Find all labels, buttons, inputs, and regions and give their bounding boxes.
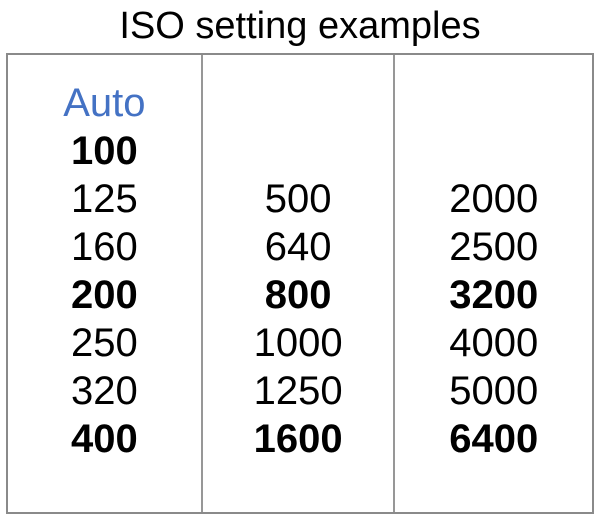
iso-value-6400: 6400	[449, 417, 539, 461]
empty-cell	[298, 79, 299, 127]
iso-value-320: 320	[70, 369, 138, 413]
iso-value-4000: 4000	[449, 321, 539, 365]
iso-value-500: 500	[264, 177, 332, 221]
page-title: ISO setting examples	[119, 4, 481, 47]
iso-value-800: 800	[264, 273, 332, 317]
iso-value-1600: 1600	[253, 417, 343, 461]
iso-column-low: Auto 100 125 160 200 250 320 400	[8, 55, 201, 512]
iso-value-5000: 5000	[449, 369, 539, 413]
iso-value-1000: 1000	[253, 321, 343, 365]
iso-value-2000: 2000	[449, 177, 539, 221]
empty-cell	[493, 127, 494, 175]
empty-cell	[493, 79, 494, 127]
iso-column-high: 2000 2500 3200 4000 5000 6400	[393, 55, 592, 512]
iso-value-auto: Auto	[63, 81, 146, 125]
iso-value-3200: 3200	[449, 273, 539, 317]
iso-value-125: 125	[70, 177, 138, 221]
iso-table: Auto 100 125 160 200 250 320 400 500 640…	[6, 53, 594, 514]
iso-value-400: 400	[70, 417, 138, 461]
iso-value-1250: 1250	[253, 369, 343, 413]
iso-value-640: 640	[264, 225, 332, 269]
iso-value-200: 200	[70, 273, 138, 317]
iso-value-250: 250	[70, 321, 138, 365]
iso-column-mid: 500 640 800 1000 1250 1600	[200, 55, 394, 512]
empty-cell	[298, 127, 299, 175]
iso-value-2500: 2500	[449, 225, 539, 269]
iso-value-100: 100	[70, 129, 138, 173]
iso-value-160: 160	[70, 225, 138, 269]
